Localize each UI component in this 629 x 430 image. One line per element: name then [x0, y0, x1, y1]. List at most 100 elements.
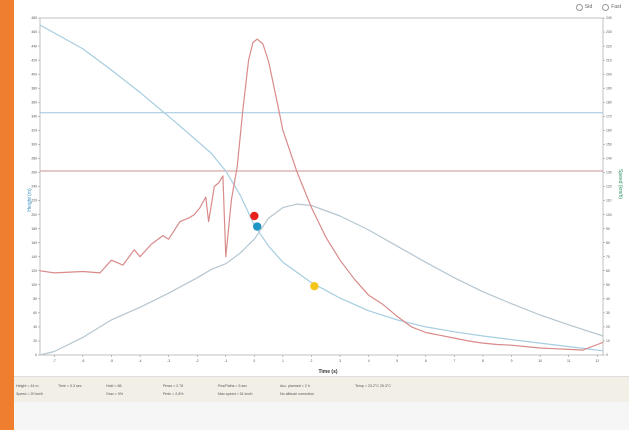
y-right-tick-label: 70	[606, 255, 610, 259]
y-left-tick-label: 480	[31, 16, 37, 20]
y-left-tick-label: 0	[35, 353, 37, 357]
bottom-strip	[14, 402, 629, 430]
y-left-tick-label: 400	[31, 72, 37, 76]
y-right-tick-label: 60	[606, 269, 610, 273]
status-pos-paths: Pos/Paths = 5 sec	[218, 384, 248, 388]
y-left-tick-label: 80	[33, 297, 37, 301]
y-right-tick-label: 210	[606, 58, 612, 62]
std-option-label: Std	[584, 4, 593, 10]
x-tick-label: 12	[595, 359, 599, 363]
y-left-tick-label: 300	[31, 143, 37, 147]
y-left-tick-label: 280	[31, 157, 37, 161]
status-altitude-note: No altitude correction	[280, 392, 314, 396]
y-right-tick-label: 90	[606, 227, 610, 231]
y-right-tick-label: 190	[606, 86, 612, 90]
x-tick-label: 10	[538, 359, 542, 363]
x-tick-label: -3	[167, 359, 170, 363]
fast-option[interactable]: Fast	[602, 3, 621, 11]
y-right-tick-label: 20	[606, 325, 610, 329]
y-left-tick-label: 240	[31, 185, 37, 189]
y-right-tick-label: 130	[606, 171, 612, 175]
x-tick-label: 9	[511, 359, 513, 363]
y-right-tick-label: 100	[606, 213, 612, 217]
y-left-tick-label: 20	[33, 339, 37, 343]
y-left-tick-label: 200	[31, 213, 37, 217]
y-left-tick-label: 140	[31, 255, 37, 259]
status-height: Height = 44 m	[16, 384, 39, 388]
marker-2	[252, 222, 262, 231]
status-hold: Hold = 86	[106, 384, 122, 388]
marker-1	[250, 211, 259, 221]
x-tick-label: 3	[339, 359, 341, 363]
y-left-tick-label: 220	[31, 199, 37, 203]
y-right-tick-label: 230	[606, 30, 612, 34]
y-right-tick-label: 110	[606, 199, 612, 203]
series-line-1	[39, 24, 604, 352]
marker-3	[310, 281, 319, 291]
y-right-tick-label: 30	[606, 311, 610, 315]
y-right-tick-label: 140	[606, 157, 612, 161]
x-tick-label: 11	[567, 359, 571, 363]
y-left-tick-label: 380	[31, 86, 37, 90]
x-tick-label: -5	[110, 359, 113, 363]
y-right-tick-label: 0	[606, 353, 608, 357]
x-tick-label: -2	[196, 359, 199, 363]
status-acc-planned: Acc. planned = 2 h	[280, 384, 310, 388]
y-right-tick-label: 40	[606, 297, 610, 301]
x-tick-label: -1	[224, 359, 227, 363]
y-left-tick-label: 420	[31, 58, 37, 62]
chart: -7 -6 -5 -4 -3 -2 -1 0 1 2 3 4 5 6 7 8 9 10 11 120204060801…	[27, 16, 623, 375]
y-right-tick-label: 200	[606, 72, 612, 76]
y-left-tick-label: 160	[31, 241, 37, 245]
y-right-tick-label: 220	[606, 44, 612, 48]
y-left-tick-label: 260	[31, 171, 37, 175]
status-speed: Speed = 20 km/h	[16, 392, 44, 396]
x-tick-label: -4	[139, 359, 142, 363]
x-tick-label: 0	[253, 359, 255, 363]
toolbar: Std Fast	[575, 1, 621, 13]
status-temp: Temp = 23.2°C 25.3°C	[355, 384, 391, 388]
std-radio[interactable]	[575, 3, 583, 11]
status-time: Time = 0.3 sec	[58, 384, 82, 388]
x-axis-label: Time (s)	[318, 369, 337, 375]
fast-option-label: Fast	[611, 4, 621, 10]
y-axis-label-left: Height (m)	[27, 188, 33, 212]
x-tick-label: 8	[482, 359, 484, 363]
x-tick-label: -7	[53, 359, 56, 363]
y-left-tick-label: 440	[31, 44, 37, 48]
y-left-tick-label: 180	[31, 227, 37, 231]
status-pmax: Pmax = 2.75	[163, 384, 184, 388]
x-tick-label: 1	[282, 359, 284, 363]
y-right-tick-label: 10	[606, 339, 610, 343]
y-left-tick-label: 460	[31, 30, 37, 34]
x-tick-label: 7	[453, 359, 455, 363]
y-right-tick-label: 240	[606, 16, 612, 20]
y-left-tick-label: 320	[31, 129, 37, 133]
y-right-tick-label: 180	[606, 100, 612, 104]
status-grav: Grav = 9%	[106, 392, 124, 396]
y-right-tick-label: 80	[606, 241, 610, 245]
y-left-tick-label: 60	[33, 311, 37, 315]
y-left-tick-label: 340	[31, 114, 37, 118]
status-pmin: Pmin = 2.8%	[163, 392, 184, 396]
y-right-tick-label: 120	[606, 185, 612, 189]
y-right-tick-label: 150	[606, 143, 612, 147]
x-tick-label: -6	[81, 359, 84, 363]
status-bar: Height = 44 m Time = 0.3 sec Hold = 86 P…	[14, 376, 629, 403]
y-left-tick-label: 120	[31, 269, 37, 273]
accent-bar	[0, 0, 14, 430]
y-right-tick-label: 170	[606, 114, 612, 118]
y-left-tick-label: 100	[31, 283, 37, 287]
plot-frame	[39, 17, 604, 356]
x-tick-label: 6	[425, 359, 427, 363]
series-line-3	[39, 38, 604, 351]
x-tick-label: 4	[368, 359, 370, 363]
y-left-tick-label: 40	[33, 325, 37, 329]
y-right-tick-label: 50	[606, 283, 610, 287]
fast-radio[interactable]	[602, 3, 610, 11]
status-max-speed: Max speed = 51 km/h	[218, 392, 253, 396]
series-line-2	[39, 203, 604, 356]
x-tick-label: 2	[311, 359, 313, 363]
y-left-tick-label: 360	[31, 100, 37, 104]
std-option[interactable]: Std	[575, 3, 593, 11]
